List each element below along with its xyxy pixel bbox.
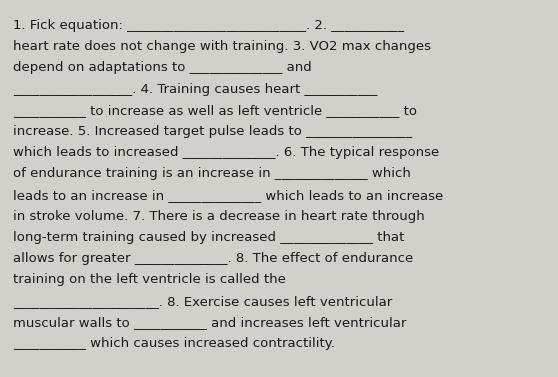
Text: leads to an increase in ______________ which leads to an increase: leads to an increase in ______________ w… [13, 188, 443, 202]
Text: 1. Fick equation: ___________________________. 2. ___________: 1. Fick equation: ______________________… [13, 19, 404, 32]
Text: ______________________. 8. Exercise causes left ventricular: ______________________. 8. Exercise caus… [13, 294, 392, 308]
Text: of endurance training is an increase in ______________ which: of endurance training is an increase in … [13, 167, 411, 181]
Text: ___________ to increase as well as left ventricle ___________ to: ___________ to increase as well as left … [13, 104, 417, 117]
Text: long-term training caused by increased ______________ that: long-term training caused by increased _… [13, 231, 405, 244]
Text: allows for greater ______________. 8. The effect of endurance: allows for greater ______________. 8. Th… [13, 252, 413, 265]
Text: depend on adaptations to ______________ and: depend on adaptations to ______________ … [13, 61, 312, 74]
Text: which leads to increased ______________. 6. The typical response: which leads to increased ______________.… [13, 146, 439, 159]
Text: training on the left ventricle is called the: training on the left ventricle is called… [13, 273, 286, 287]
Text: ___________ which causes increased contractility.: ___________ which causes increased contr… [13, 337, 335, 350]
Text: heart rate does not change with training. 3. VO2 max changes: heart rate does not change with training… [13, 40, 431, 53]
Text: muscular walls to ___________ and increases left ventricular: muscular walls to ___________ and increa… [13, 316, 406, 329]
Text: increase. 5. Increased target pulse leads to ________________: increase. 5. Increased target pulse lead… [13, 125, 412, 138]
Text: in stroke volume. 7. There is a decrease in heart rate through: in stroke volume. 7. There is a decrease… [13, 210, 425, 223]
Text: __________________. 4. Training causes heart ___________: __________________. 4. Training causes h… [13, 83, 377, 96]
